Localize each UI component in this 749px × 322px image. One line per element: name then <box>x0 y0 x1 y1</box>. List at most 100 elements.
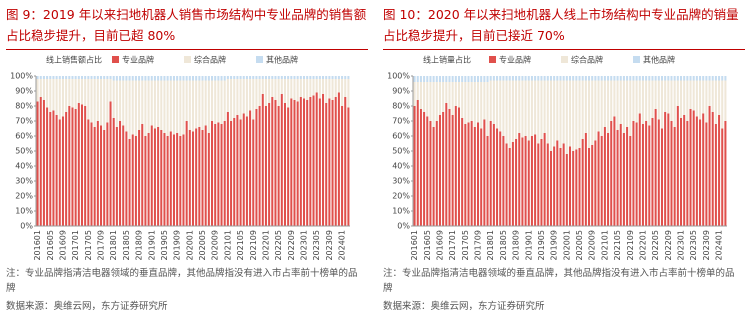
bar-segment <box>144 136 147 226</box>
bar-segment <box>226 76 229 79</box>
y-tick-label: 100% <box>387 72 410 81</box>
bar-segment <box>499 131 502 226</box>
bar-segment <box>106 76 109 79</box>
bar-segment <box>702 80 705 114</box>
bar-segment <box>594 80 597 141</box>
bar-segment <box>109 101 112 226</box>
bar-segment <box>423 112 426 226</box>
bar-segment <box>499 80 502 132</box>
bar-segment <box>467 76 470 82</box>
bar-segment <box>299 97 302 226</box>
bar-segment <box>603 76 606 81</box>
bar-segment <box>312 79 315 96</box>
bar-segment <box>648 76 651 81</box>
bar-segment <box>711 80 714 112</box>
bar-segment <box>185 121 188 226</box>
bar-segment <box>84 106 87 226</box>
bar-segment <box>287 76 290 79</box>
bar-segment <box>667 76 670 81</box>
bar-segment <box>128 139 131 226</box>
bar-segment <box>163 80 166 133</box>
y-tick-label: 70% <box>15 117 33 126</box>
bar-segment <box>337 92 340 226</box>
bar-segment <box>600 76 603 81</box>
bar-segment <box>426 116 429 226</box>
bar-segment <box>492 124 495 226</box>
bar-segment <box>695 80 698 117</box>
x-tick-label: 202401 <box>715 230 724 261</box>
bar-segment <box>312 76 315 79</box>
bar-segment <box>556 140 559 226</box>
bar-segment <box>207 76 210 81</box>
bar-segment <box>93 79 96 127</box>
bar-segment <box>660 76 663 81</box>
bar-segment <box>511 80 514 142</box>
bar-segment <box>245 116 248 226</box>
bar-segment <box>480 82 483 129</box>
bar-segment <box>179 76 182 81</box>
y-tick-label: 60% <box>392 132 410 141</box>
x-tick-label: 202205 <box>651 230 660 261</box>
bar-segment <box>591 80 594 145</box>
bar-segment <box>515 76 518 81</box>
bar-segment <box>115 127 118 226</box>
bar-segment <box>188 76 191 81</box>
bar-segment <box>622 76 625 81</box>
bar-segment <box>90 79 93 123</box>
bar-segment <box>220 80 223 124</box>
bar-segment <box>553 146 556 226</box>
y-tick-label: 100% <box>10 72 33 81</box>
bar-segment <box>559 76 562 81</box>
x-tick-label: 201905 <box>537 230 546 261</box>
x-tick-label: 202009 <box>211 230 220 261</box>
bar-segment <box>302 79 306 99</box>
x-tick-label: 201901 <box>524 230 533 261</box>
bar-segment <box>464 76 467 82</box>
bar-segment <box>632 80 635 121</box>
y-axis-label: 线上销售额占比 <box>46 55 102 65</box>
bar-segment <box>188 80 191 130</box>
bar-segment <box>188 130 191 226</box>
bar-segment <box>565 154 568 226</box>
bar-segment <box>416 100 419 226</box>
bar-segment <box>87 76 90 79</box>
bar-segment <box>77 76 80 79</box>
bar-segment <box>515 139 518 226</box>
bar-segment <box>61 76 64 79</box>
bar-segment <box>692 80 695 111</box>
legend-label: 其他品牌 <box>266 55 298 65</box>
bar-segment <box>93 76 96 79</box>
y-tick-label: 50% <box>392 147 410 156</box>
bar-segment <box>128 80 131 139</box>
bar-segment <box>163 133 166 226</box>
x-tick-label: 202209 <box>287 230 296 261</box>
bar-segment <box>334 79 337 97</box>
bar-segment <box>664 112 667 226</box>
bar-segment <box>201 130 204 226</box>
bar-segment <box>306 79 309 100</box>
bar-segment <box>309 79 312 97</box>
bar-segment <box>584 80 587 133</box>
bar-segment <box>239 119 242 226</box>
x-tick-label: 201705 <box>461 230 470 261</box>
x-tick-label: 201905 <box>160 230 169 261</box>
y-tick-label: 20% <box>15 192 33 201</box>
bar-segment <box>626 76 629 81</box>
bar-segment <box>632 76 635 81</box>
bar-segment <box>489 121 492 226</box>
bar-segment <box>448 82 451 109</box>
bar-segment <box>122 76 125 81</box>
bar-segment <box>125 76 128 81</box>
bar-segment <box>36 101 39 226</box>
bar-segment <box>109 79 112 102</box>
bar-segment <box>68 79 71 106</box>
bar-segment <box>451 76 454 82</box>
bar-segment <box>502 136 505 226</box>
bar-segment <box>537 143 540 226</box>
x-tick-label: 202001 <box>185 230 194 261</box>
bar-segment <box>198 127 201 226</box>
legend-label: 专业品牌 <box>122 55 154 65</box>
bar-segment <box>464 124 467 226</box>
bar-segment <box>52 110 55 226</box>
x-tick-label: 202305 <box>689 230 698 261</box>
